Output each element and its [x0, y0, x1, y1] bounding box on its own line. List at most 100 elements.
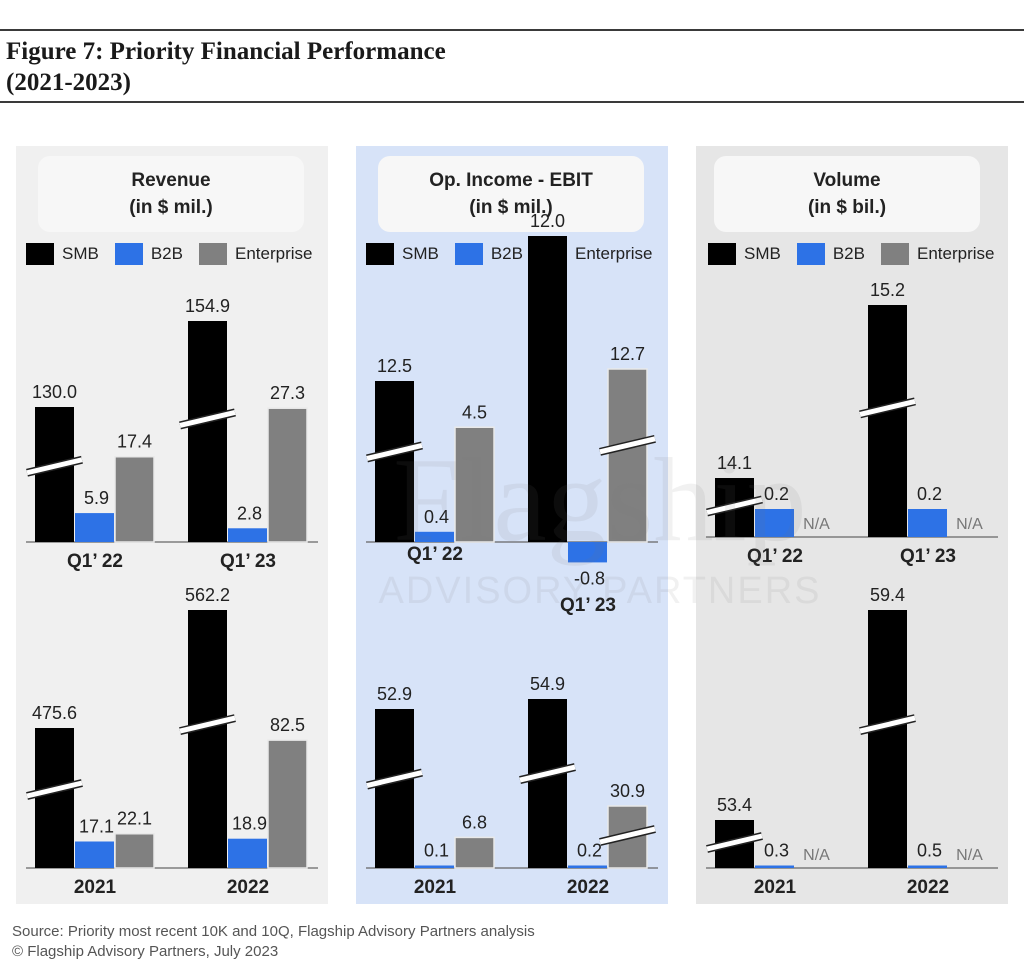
- legend-enterprise-label: Enterprise: [574, 244, 653, 263]
- legend-smb-label: SMB: [402, 244, 439, 263]
- bar-b2b: [228, 838, 267, 868]
- break-mark-smb: [26, 779, 83, 800]
- break-mark-enterprise: [599, 434, 656, 456]
- data-label-enterprise: N/A: [803, 847, 830, 864]
- break-mark-smb-gap: [519, 764, 576, 783]
- bar-b2b: [415, 531, 454, 542]
- revenue-panel: Revenue (in $ mil.) SMB B2B Enterprise 1…: [16, 146, 328, 904]
- legend-b2b-label: B2B: [832, 244, 865, 263]
- break-mark-smb: [366, 441, 423, 463]
- bar-smb: [35, 728, 74, 868]
- category-label: Q1’ 22: [407, 544, 463, 565]
- data-label-b2b: 0.2: [917, 484, 942, 504]
- data-label-enterprise: 22.1: [117, 809, 152, 829]
- break-mark-smb-gap: [706, 833, 763, 852]
- data-label-smb: 475.6: [32, 703, 77, 723]
- bar-enterprise: [114, 455, 155, 543]
- ebit-title: Op. Income - EBIT: [429, 170, 593, 191]
- break-mark-smb: [366, 768, 423, 790]
- category-label: Q1’ 23: [560, 595, 616, 616]
- bar-enterprise: [454, 836, 495, 869]
- break-mark-enterprise: [599, 825, 656, 846]
- break-mark-smb-gap: [366, 443, 423, 461]
- data-label-smb: 14.1: [717, 453, 752, 473]
- data-label-smb: 154.9: [185, 296, 230, 316]
- data-label-enterprise: 12.7: [610, 344, 645, 364]
- footer: Source: Priority most recent 10K and 10Q…: [12, 922, 535, 962]
- bar-smb: [528, 236, 567, 542]
- data-label-b2b: 0.5: [917, 841, 942, 861]
- bar-b2b: [75, 841, 114, 868]
- ebit-chart: 12.5 0.4 4.5 Q1’ 22 12.0 -0.8 12.7 Q1’ 23 52.9 0.…: [366, 211, 658, 898]
- bar-smb: [375, 709, 414, 868]
- category-label: Q1’ 22: [67, 551, 123, 572]
- bar-b2b: [755, 509, 794, 537]
- data-label-smb: 12.0: [530, 211, 565, 231]
- bar-enterprise: [267, 739, 308, 869]
- bar-b2b: [908, 509, 947, 537]
- legend-smb-label: SMB: [744, 244, 781, 263]
- data-label-enterprise: 6.8: [462, 812, 487, 832]
- category-label: Q1’ 23: [900, 546, 956, 567]
- bar-smb: [868, 610, 907, 868]
- legend-enterprise-label: Enterprise: [916, 244, 995, 263]
- category-label: Q1’ 23: [220, 551, 276, 572]
- legend-b2b: B2B: [796, 243, 865, 265]
- legend-b2b-label: B2B: [490, 244, 523, 263]
- bar-smb: [375, 381, 414, 542]
- top-rule: [0, 29, 1024, 31]
- bar-smb: [188, 321, 227, 542]
- ebit-unit: (in $ mil.): [469, 197, 553, 218]
- data-label-b2b: 0.2: [764, 484, 789, 504]
- ebit-panel-header: Op. Income - EBIT (in $ mil.): [378, 156, 644, 232]
- bar-b2b: [908, 865, 947, 868]
- volume-panel: Volume (in $ bil.) SMB B2B Enterprise 14…: [696, 146, 1008, 904]
- data-label-b2b: 0.4: [424, 507, 449, 527]
- category-label: 2021: [754, 877, 797, 898]
- revenue-title: Revenue: [131, 170, 211, 191]
- break-mark-smb-gap: [706, 497, 763, 515]
- legend-enterprise: Enterprise: [880, 243, 995, 265]
- data-label-smb: 53.4: [717, 795, 752, 815]
- data-label-b2b: 17.1: [79, 816, 114, 836]
- legend-smb-swatch: [366, 243, 394, 265]
- legend-b2b: B2B: [114, 243, 183, 265]
- bar-b2b: [568, 865, 607, 868]
- legend-smb: SMB: [366, 243, 439, 265]
- break-mark-smb: [179, 714, 236, 735]
- data-label-smb: 54.9: [530, 674, 565, 694]
- data-label-enterprise: N/A: [956, 847, 983, 864]
- bar-b2b: [415, 865, 454, 868]
- data-label-smb: 562.2: [185, 585, 230, 605]
- category-label: 2022: [567, 877, 609, 898]
- break-mark-enterprise-gap: [599, 826, 656, 845]
- revenue-chart: 130.0 5.9 17.4 Q1’ 22 154.9 2.8 27.3 Q1’ 23 475.…: [26, 296, 318, 898]
- revenue-legend: SMB B2B Enterprise: [26, 242, 312, 266]
- data-label-b2b: 5.9: [84, 488, 109, 508]
- legend-enterprise: Enterprise: [198, 243, 313, 265]
- category-label: 2021: [414, 877, 457, 898]
- data-label-b2b: 2.8: [237, 503, 262, 523]
- bar-b2b: [568, 542, 607, 563]
- title-rule: [0, 101, 1024, 103]
- break-mark-smb-gap: [179, 410, 236, 428]
- volume-panel-header: Volume (in $ bil.): [714, 156, 980, 232]
- legend-smb: SMB: [708, 243, 781, 265]
- break-mark-smb-gap: [859, 715, 916, 734]
- legend-smb-label: SMB: [62, 244, 99, 263]
- data-label-b2b: 0.3: [764, 841, 789, 861]
- revenue-unit: (in $ mil.): [129, 197, 213, 218]
- ebit-panel: Op. Income - EBIT (in $ mil.) SMB B2B En…: [356, 146, 668, 904]
- volume-unit: (in $ bil.): [807, 197, 887, 218]
- bar-b2b: [228, 528, 267, 542]
- data-label-smb: 15.2: [870, 280, 905, 300]
- data-label-smb: 52.9: [377, 684, 412, 704]
- break-mark-enterprise-gap: [599, 436, 656, 455]
- legend-b2b-swatch: [114, 243, 143, 265]
- category-label: 2022: [227, 877, 269, 898]
- legend-b2b-swatch: [796, 243, 825, 265]
- legend-enterprise-label: Enterprise: [234, 244, 313, 263]
- break-mark-smb-gap: [26, 457, 83, 476]
- break-mark-smb-gap: [366, 770, 423, 788]
- data-label-b2b: 0.1: [424, 841, 449, 861]
